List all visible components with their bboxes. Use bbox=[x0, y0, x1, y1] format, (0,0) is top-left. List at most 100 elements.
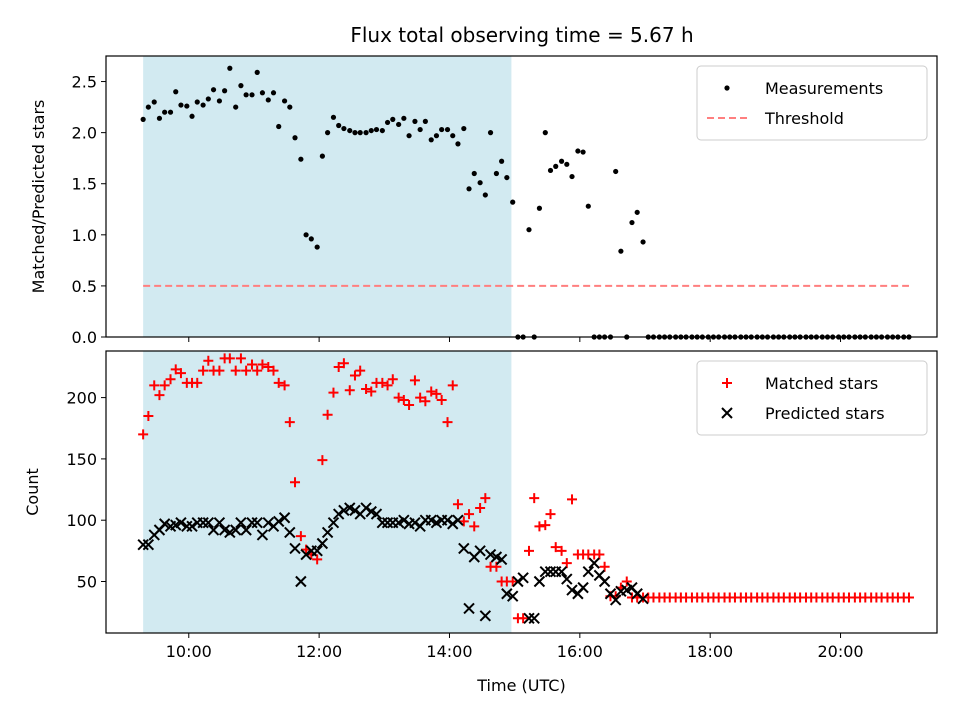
chart-title: Flux total observing time = 5.67 h bbox=[350, 23, 693, 47]
matched-point bbox=[550, 542, 561, 553]
measurement-point bbox=[363, 130, 369, 136]
y-tick-label: 1.5 bbox=[72, 175, 97, 194]
predicted-point bbox=[506, 590, 519, 602]
predicted-point bbox=[409, 516, 421, 529]
matched-point bbox=[475, 502, 486, 513]
matched-point bbox=[230, 365, 241, 376]
measurement-point bbox=[640, 239, 646, 245]
measurement-point bbox=[319, 153, 325, 159]
predicted-point bbox=[533, 575, 546, 588]
predicted-point bbox=[175, 516, 187, 529]
measurement-point bbox=[308, 236, 314, 242]
predicted-point bbox=[479, 610, 492, 622]
predicted-point bbox=[321, 526, 334, 539]
predicted-point bbox=[158, 518, 171, 530]
measurement-point bbox=[613, 168, 619, 175]
matched-point bbox=[523, 545, 534, 556]
y-axis-label: Matched/Predicted stars bbox=[29, 100, 48, 294]
x-tick-label: 14:00 bbox=[426, 642, 472, 661]
matched-point bbox=[257, 359, 268, 370]
measurement-point bbox=[536, 205, 543, 211]
measurement-point bbox=[298, 156, 304, 162]
measurement-point bbox=[243, 92, 249, 98]
matched-point bbox=[518, 613, 529, 624]
predicted-point bbox=[561, 573, 573, 585]
series-predicted-stars bbox=[137, 502, 649, 624]
measurement-point bbox=[450, 133, 456, 139]
matched-point bbox=[290, 477, 301, 488]
measurement-point bbox=[178, 102, 184, 108]
predicted-point bbox=[229, 524, 242, 536]
legend-marker-matched bbox=[722, 378, 732, 388]
matched-point bbox=[621, 576, 632, 587]
predicted-point bbox=[452, 514, 464, 526]
matched-point bbox=[268, 365, 279, 376]
measurement-point bbox=[373, 126, 380, 133]
predicted-point bbox=[463, 602, 475, 615]
measurement-point bbox=[379, 127, 385, 134]
legend-marker-measurements bbox=[724, 85, 730, 91]
predicted-point bbox=[474, 545, 486, 557]
matched-point bbox=[464, 509, 475, 520]
matched-point bbox=[436, 395, 447, 406]
predicted-point bbox=[316, 537, 329, 550]
predicted-point bbox=[300, 548, 312, 561]
legend-marker-predicted bbox=[721, 407, 733, 419]
matched-point bbox=[903, 592, 914, 603]
matched-point bbox=[398, 395, 409, 406]
measurement-point bbox=[200, 102, 206, 108]
matched-point bbox=[426, 386, 437, 397]
measurement-point bbox=[542, 130, 548, 136]
predicted-point bbox=[447, 518, 459, 530]
measurement-point bbox=[575, 148, 581, 154]
predicted-point bbox=[539, 565, 551, 578]
matched-point bbox=[149, 380, 160, 391]
measurement-point bbox=[433, 133, 440, 139]
predicted-point bbox=[381, 516, 394, 529]
measurement-point bbox=[547, 167, 554, 174]
predicted-point bbox=[517, 572, 529, 584]
matched-point bbox=[235, 353, 246, 364]
measurement-point bbox=[417, 126, 423, 133]
measurement-point bbox=[357, 130, 363, 136]
measurement-point bbox=[227, 65, 233, 71]
matched-point bbox=[159, 380, 170, 391]
matched-point bbox=[246, 359, 257, 370]
matched-point bbox=[382, 380, 393, 391]
matched-point bbox=[480, 493, 491, 504]
measurement-point bbox=[156, 115, 163, 121]
measurement-point bbox=[558, 158, 565, 164]
measurement-point bbox=[580, 149, 586, 155]
matched-point bbox=[224, 353, 235, 364]
y-axis-label: Count bbox=[23, 468, 42, 516]
measurement-point bbox=[401, 115, 407, 121]
measurement-point bbox=[173, 89, 179, 95]
x-tick-label: 10:00 bbox=[166, 642, 212, 661]
measurement-point bbox=[444, 126, 451, 133]
predicted-point bbox=[197, 516, 209, 529]
predicted-point bbox=[495, 553, 508, 566]
matched-point bbox=[361, 384, 372, 395]
predicted-point bbox=[278, 512, 291, 524]
matched-point bbox=[442, 417, 453, 428]
matched-point bbox=[143, 410, 154, 421]
x-tick-label: 12:00 bbox=[296, 642, 342, 661]
measurement-point bbox=[281, 98, 288, 104]
matched-point bbox=[333, 361, 344, 372]
matched-point bbox=[420, 396, 431, 407]
measurement-point bbox=[504, 174, 510, 181]
y-tick-label: 100 bbox=[66, 511, 97, 530]
legend-label: Predicted stars bbox=[765, 404, 885, 423]
legend-box bbox=[696, 360, 928, 436]
measurement-point bbox=[477, 180, 483, 186]
matched-point bbox=[203, 355, 214, 366]
matched-point bbox=[409, 375, 420, 386]
matched-point bbox=[263, 361, 274, 372]
predicted-point bbox=[441, 514, 454, 526]
predicted-point bbox=[566, 584, 578, 596]
bottom-panel: 10:00 12:00 14:00 16:00 18:00 20:00 50 100 150 20… bbox=[23, 350, 938, 695]
predicted-point bbox=[598, 575, 611, 588]
predicted-point bbox=[295, 575, 307, 588]
measurement-point bbox=[210, 87, 217, 93]
measurement-point bbox=[428, 137, 434, 143]
